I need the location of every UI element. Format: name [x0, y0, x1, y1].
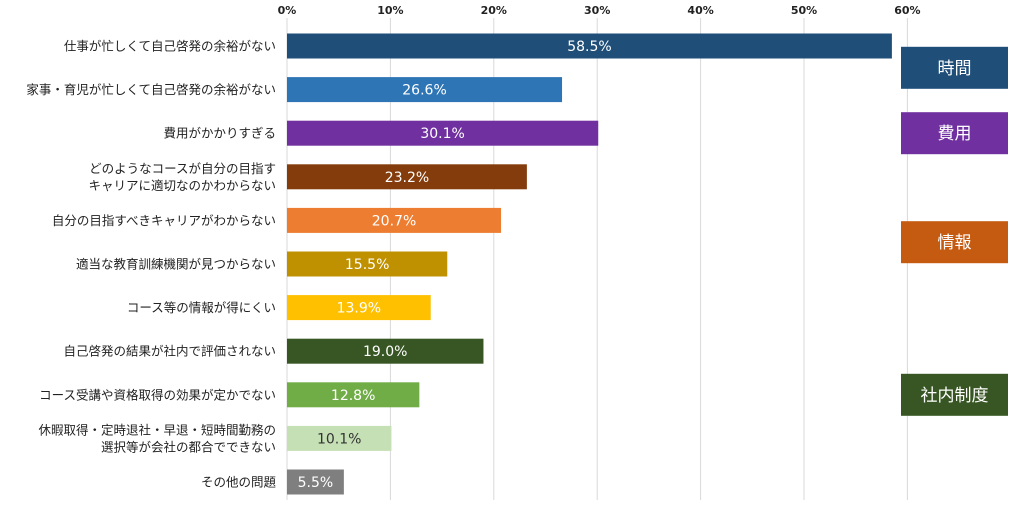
group-label: 情報: [938, 233, 972, 253]
category-label: 休暇取得・定時退社・早退・短時間勤務の: [38, 422, 276, 437]
x-tick-label: 30%: [584, 4, 610, 17]
group-label: 費用: [938, 124, 972, 144]
bar: [287, 164, 527, 190]
data-label: 23.2%: [385, 170, 429, 186]
data-label: 26.6%: [402, 83, 446, 99]
data-label: 10.1%: [317, 431, 361, 447]
group-label: 社内制度: [921, 386, 989, 406]
category-label: 適当な教育訓練機関が見つからない: [76, 257, 276, 272]
bar: [287, 469, 344, 495]
data-label: 30.1%: [420, 126, 464, 142]
bar: [287, 120, 599, 146]
category-label: その他の問題: [201, 475, 277, 490]
category-label: コース等の情報が得にくい: [127, 300, 276, 315]
x-tick-label: 60%: [894, 4, 920, 17]
data-label: 5.5%: [298, 475, 334, 491]
x-tick-label: 40%: [687, 4, 713, 17]
group-box: [901, 112, 1008, 155]
x-tick-label: 50%: [791, 4, 817, 17]
bar: [287, 207, 502, 233]
category-label: 自己啓発の結果が社内で評価されない: [63, 344, 276, 359]
category-label: キャリアに適切なのかわからない: [88, 178, 276, 193]
category-label: どのようなコースが自分の目指す: [89, 161, 276, 176]
data-label: 15.5%: [345, 257, 389, 273]
category-label: 費用がかかりすぎる: [163, 126, 276, 141]
group-box: [901, 373, 1008, 416]
x-tick-label: 0%: [278, 4, 297, 17]
category-label: 選択等が会社の都合でできない: [101, 439, 276, 454]
data-label: 20.7%: [372, 213, 416, 229]
category-label: 自分の目指すべきキャリアがわからない: [52, 213, 276, 228]
data-label: 19.0%: [363, 344, 407, 360]
bar: [287, 425, 392, 451]
bar: [287, 295, 431, 321]
bar: [287, 251, 448, 277]
x-tick-label: 20%: [481, 4, 507, 17]
bar: [287, 77, 563, 103]
group-box: [901, 46, 1008, 89]
bar: [287, 382, 420, 408]
bar: [287, 338, 484, 364]
data-label: 13.9%: [337, 301, 381, 317]
bar: [287, 33, 892, 59]
data-label: 58.5%: [567, 39, 611, 55]
category-label: コース受講や資格取得の効果が定かでない: [39, 387, 276, 402]
group-box: [901, 221, 1008, 264]
category-label: 家事・育児が忙しくて自己啓発の余裕がない: [26, 82, 276, 97]
x-tick-label: 10%: [377, 4, 403, 17]
data-label: 12.8%: [331, 388, 375, 404]
group-label: 時間: [938, 59, 972, 79]
category-label: 仕事が忙しくて自己啓発の余裕がない: [64, 39, 276, 54]
